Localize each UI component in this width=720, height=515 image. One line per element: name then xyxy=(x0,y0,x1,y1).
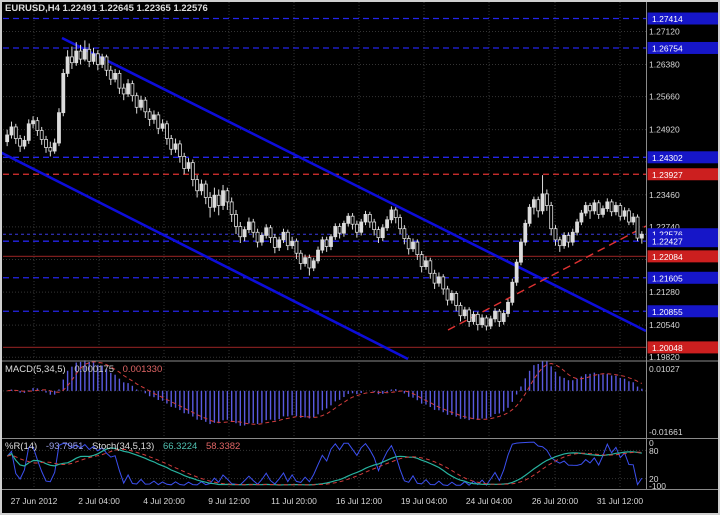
panel-separators xyxy=(0,0,720,490)
svg-text:1.20855: 1.20855 xyxy=(652,307,683,317)
svg-text:1.22740: 1.22740 xyxy=(649,222,680,232)
svg-text:-100: -100 xyxy=(649,481,666,491)
svg-text:1.24920: 1.24920 xyxy=(649,125,680,135)
time-axis[interactable]: 27 Jun 2012 2 Jul 04:00 4 Jul 20:00 9 Jul 1… xyxy=(11,496,644,506)
svg-text:31 Jul 12:00: 31 Jul 12:00 xyxy=(597,496,644,506)
stoch-level-lines xyxy=(3,449,646,480)
svg-text:1.20048: 1.20048 xyxy=(652,343,683,353)
price-levels[interactable] xyxy=(3,17,646,348)
svg-text:1.26754: 1.26754 xyxy=(652,43,683,53)
svg-text:-0.01661: -0.01661 xyxy=(649,427,683,437)
price-flag: 1.23927 xyxy=(647,168,720,181)
macd-histogram xyxy=(10,360,643,426)
price-flag: 1.20048 xyxy=(647,341,720,354)
grid xyxy=(3,2,646,488)
price-flag: 1.24302 xyxy=(647,151,720,164)
price-flag: 1.26754 xyxy=(647,41,720,54)
svg-text:19 Jul 04:00: 19 Jul 04:00 xyxy=(401,496,448,506)
wpr-line xyxy=(6,441,643,487)
svg-text:1.21280: 1.21280 xyxy=(649,287,680,297)
stoch-main-line xyxy=(6,447,642,486)
svg-text:1.27414: 1.27414 xyxy=(652,14,683,24)
svg-text:1.22576: 1.22576 xyxy=(652,230,683,240)
svg-text:20: 20 xyxy=(649,474,659,484)
price-flag: 1.20855 xyxy=(647,305,720,318)
svg-text:1.22427: 1.22427 xyxy=(652,237,683,247)
svg-text:2 Jul 04:00: 2 Jul 04:00 xyxy=(78,496,120,506)
svg-text:1.26380: 1.26380 xyxy=(649,59,680,69)
svg-text:1.25660: 1.25660 xyxy=(649,92,680,102)
svg-text:80: 80 xyxy=(649,446,659,456)
price-flag: 1.22427 xyxy=(647,235,720,248)
svg-text:1.21605: 1.21605 xyxy=(652,273,683,283)
svg-text:1.23460: 1.23460 xyxy=(649,190,680,200)
stoch-signal-line xyxy=(7,448,642,486)
candlesticks xyxy=(5,40,644,331)
svg-text:1.23927: 1.23927 xyxy=(652,170,683,180)
svg-text:1.20540: 1.20540 xyxy=(649,320,680,330)
trendlines[interactable] xyxy=(0,36,647,361)
price-axis[interactable]: 1.27120 1.26380 1.25660 1.24920 1.23460 1.227… xyxy=(647,12,720,491)
channel-lower[interactable] xyxy=(0,150,409,361)
svg-text:16 Jul 12:00: 16 Jul 12:00 xyxy=(336,496,383,506)
macd-signal-line xyxy=(7,361,643,425)
support-trendline[interactable] xyxy=(447,225,647,331)
svg-text:1.22084: 1.22084 xyxy=(652,252,683,262)
svg-text:1.24302: 1.24302 xyxy=(652,153,683,163)
svg-text:0: 0 xyxy=(649,438,654,448)
svg-text:27 Jun 2012: 27 Jun 2012 xyxy=(11,496,58,506)
svg-text:1.27120: 1.27120 xyxy=(649,26,680,36)
price-flag: 1.27414 xyxy=(647,12,720,25)
svg-text:0.01027: 0.01027 xyxy=(649,364,680,374)
svg-text:11 Jul 20:00: 11 Jul 20:00 xyxy=(271,496,317,506)
svg-text:26 Jul 20:00: 26 Jul 20:00 xyxy=(532,496,579,506)
price-flag: 1.22084 xyxy=(647,250,720,263)
channel-upper[interactable] xyxy=(61,36,647,333)
svg-text:9 Jul 12:00: 9 Jul 12:00 xyxy=(208,496,250,506)
svg-text:1.19820: 1.19820 xyxy=(649,352,680,362)
svg-text:4 Jul 20:00: 4 Jul 20:00 xyxy=(143,496,185,506)
svg-text:24 Jul 04:00: 24 Jul 04:00 xyxy=(466,496,513,506)
price-flag: 1.21605 xyxy=(647,271,720,284)
